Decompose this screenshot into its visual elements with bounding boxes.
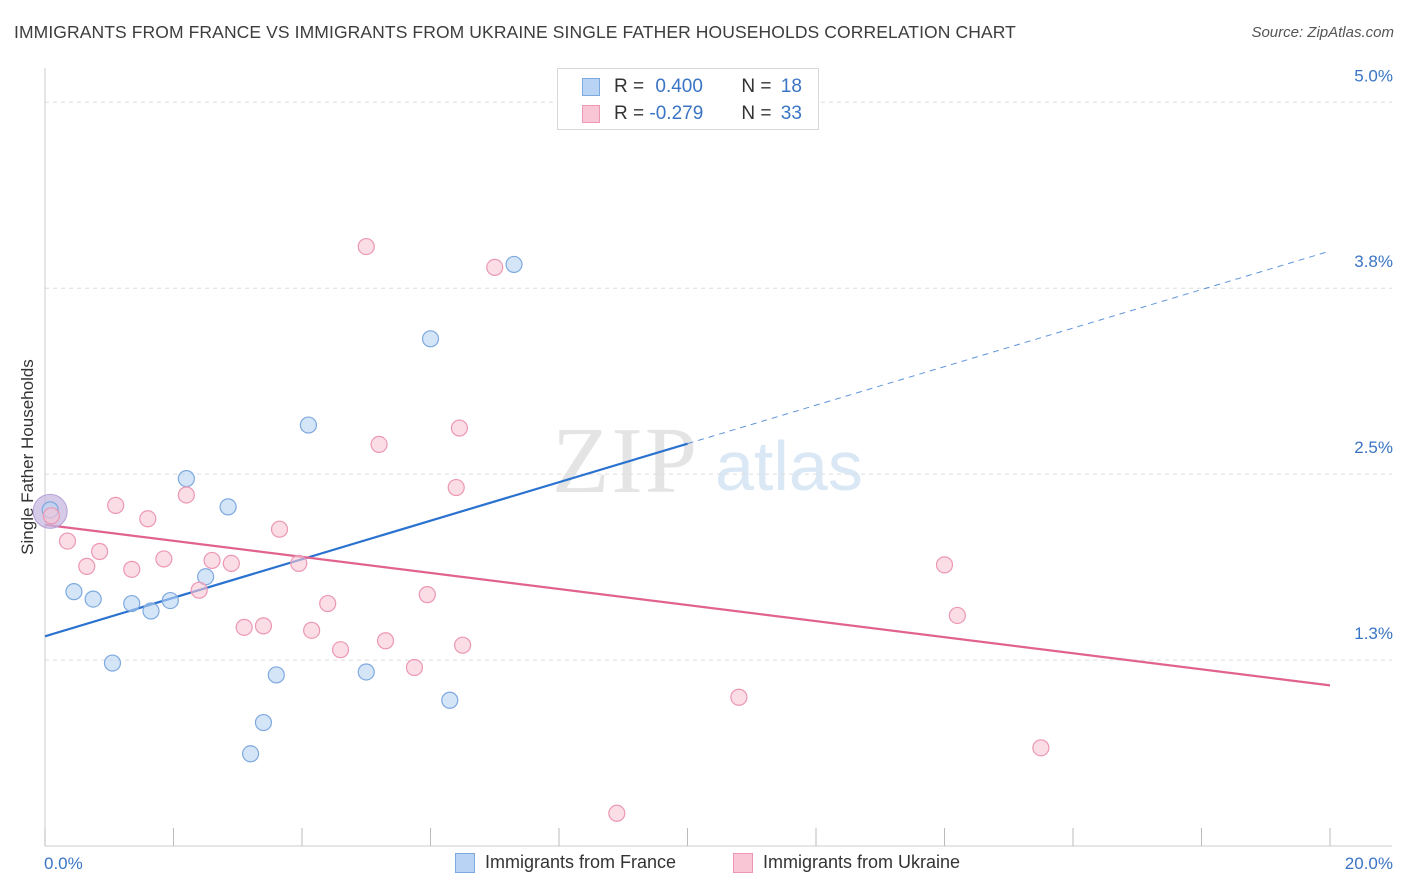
- legend-france-r-label: R =: [614, 76, 645, 97]
- point-france-9: [219, 498, 237, 516]
- legend-ukraine-n-label: N =: [741, 103, 772, 124]
- axes: [44, 68, 1392, 847]
- watermark: ZIP atlas: [552, 409, 863, 513]
- point-france-3: [103, 654, 122, 672]
- x-tick-labels: 0.0% 20.0%: [44, 854, 1393, 873]
- point-ukraine-9: [203, 551, 221, 570]
- legend-ukraine-n-value: 33: [780, 103, 802, 124]
- y-tick-label-3: 5.0%: [1354, 66, 1393, 85]
- point-france-14: [357, 663, 375, 681]
- point-ukraine-5: [139, 510, 157, 528]
- legend-france-r-value: 0.400: [655, 76, 703, 97]
- point-ukraine-3: [107, 496, 125, 514]
- point-france-6: [161, 591, 179, 610]
- point-ukraine-12: [254, 617, 273, 635]
- point-france-13: [299, 416, 318, 434]
- point-ukraine-8: [190, 581, 208, 599]
- point-ukraine-28: [730, 688, 748, 706]
- point-france-2: [84, 590, 102, 608]
- point-ukraine-21: [405, 658, 424, 677]
- point-ukraine-18: [357, 237, 375, 256]
- bottom-legend-france: Immigrants from France: [455, 852, 676, 873]
- point-france-4: [123, 594, 141, 613]
- y-tick-labels: 1.3% 2.5% 3.8% 5.0%: [1354, 66, 1393, 643]
- point-ukraine-10: [222, 554, 240, 572]
- point-ukraine-0: [58, 532, 77, 550]
- watermark-atlas: atlas: [715, 427, 863, 505]
- point-ukraine-16: [319, 594, 337, 613]
- point-france-11: [254, 713, 273, 732]
- legend-swatch-france: [582, 78, 600, 96]
- source-label: Source: ZipAtlas.com: [1251, 24, 1394, 41]
- point-france-10: [242, 745, 260, 763]
- point-ukraine-6: [155, 550, 173, 568]
- point-france-5: [142, 602, 160, 620]
- watermark-zip: ZIP: [552, 409, 699, 513]
- y-tick-label-1: 2.5%: [1354, 438, 1393, 457]
- trend-line-france: [44, 442, 688, 638]
- bottom-legend-swatch-ukraine: [733, 852, 753, 873]
- point-ukraine-15: [303, 621, 321, 639]
- point-ukraine-17: [331, 641, 350, 659]
- x-tick-label-min: 0.0%: [44, 854, 83, 873]
- y-tick-label-2: 3.8%: [1354, 252, 1393, 271]
- point-ukraine-29: [935, 556, 954, 574]
- point-ukraine-11: [235, 618, 253, 636]
- point-france-15: [421, 330, 440, 348]
- correlation-legend: R = 0.400 N = 18 R = -0.279 N = 33: [557, 68, 819, 130]
- bottom-legend-swatch-france: [455, 852, 475, 873]
- chart-title: IMMIGRANTS FROM FRANCE VS IMMIGRANTS FRO…: [14, 22, 1016, 42]
- point-ukraine-25: [454, 636, 472, 654]
- data-points: [32, 237, 1050, 822]
- legend-swatch-ukraine: [582, 105, 600, 123]
- point-ukraine-14: [290, 554, 308, 572]
- legend-france-n-value: 18: [780, 76, 802, 97]
- point-ukraine-4: [123, 560, 141, 578]
- bottom-legend-ukraine: Immigrants from Ukraine: [733, 852, 960, 873]
- x-tick-label-max: 20.0%: [1345, 854, 1393, 873]
- point-ukraine-13: [270, 520, 289, 538]
- legend-ukraine-r-label: R =: [614, 103, 645, 124]
- point-france-16: [441, 691, 459, 709]
- gridlines: [45, 101, 1392, 661]
- point-ukraine-1: [78, 557, 96, 575]
- point-ukraine-2: [91, 542, 109, 561]
- trend-line-ukraine: [44, 523, 1331, 687]
- point-ukraine-20: [376, 632, 395, 650]
- point-ukraine-24: [447, 478, 465, 497]
- point-ukraine-31: [1032, 739, 1050, 757]
- bottom-legend-label-france: Immigrants from France: [485, 852, 677, 872]
- y-tick-label-0: 1.3%: [1354, 624, 1393, 643]
- point-ukraine-27: [608, 804, 626, 822]
- point-ukraine-30: [948, 606, 966, 625]
- legend-france-n-label: N =: [741, 76, 772, 97]
- point-ukraine-19: [370, 435, 388, 454]
- point-ukraine-26: [486, 258, 504, 277]
- legend-ukraine-r-value: -0.279: [649, 103, 704, 124]
- point-france-7: [177, 470, 195, 488]
- legend-row-ukraine: R = -0.279 N = 33: [582, 102, 802, 126]
- point-ukraine-7: [177, 486, 195, 504]
- point-ukraine-22: [418, 586, 436, 604]
- point-ukraine-23: [450, 419, 469, 437]
- point-france-12: [267, 666, 285, 684]
- point-france-17: [505, 255, 523, 274]
- point-france-1: [65, 583, 83, 601]
- bottom-legend-label-ukraine: Immigrants from Ukraine: [763, 852, 961, 872]
- legend-row-france: R = 0.400 N = 18: [582, 75, 802, 99]
- trend-line-france-projection: [687, 250, 1331, 445]
- point-ukraine-32: [42, 507, 61, 525]
